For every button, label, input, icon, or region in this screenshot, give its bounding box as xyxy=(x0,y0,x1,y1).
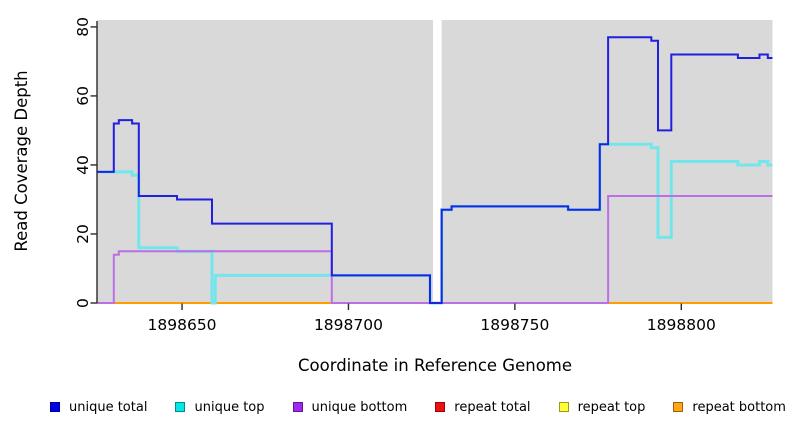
y-tick-label: 80 xyxy=(74,17,92,37)
legend-label: unique total xyxy=(69,399,148,415)
legend-label: unique bottom xyxy=(311,399,408,415)
y-axis-title: Read Coverage Depth xyxy=(12,70,31,251)
legend-swatch-icon xyxy=(175,402,186,412)
legend-swatch-icon xyxy=(673,402,684,412)
legend-label: repeat total xyxy=(454,399,531,415)
x-tick-label: 1898800 xyxy=(647,316,716,334)
legend: unique total unique top unique bottom repea… xyxy=(50,396,786,418)
legend-swatch-icon xyxy=(292,402,303,412)
legend-item-repeat-bottom: repeat bottom xyxy=(673,400,786,415)
series-lines xyxy=(97,36,773,305)
legend-item-unique-bottom: unique bottom xyxy=(292,399,408,415)
legend-label: repeat bottom xyxy=(692,399,786,415)
legend-item-unique-total: unique total xyxy=(50,400,147,415)
x-tick-label: 1898750 xyxy=(480,316,549,334)
y-tick-label: 20 xyxy=(74,224,92,244)
legend-swatch-icon xyxy=(50,402,60,412)
y-tick-label: 60 xyxy=(74,86,92,106)
legend-label: repeat top xyxy=(577,399,646,415)
coverage-gap-region xyxy=(433,20,442,303)
plot-background xyxy=(97,20,773,303)
legend-swatch-icon xyxy=(558,402,569,412)
legend-item-unique-top: unique top xyxy=(175,399,265,415)
legend-item-repeat-top: repeat top xyxy=(558,399,646,415)
x-tick-label: 1898650 xyxy=(148,316,217,334)
y-tick-label: 0 xyxy=(74,298,92,308)
legend-label: unique top xyxy=(194,399,265,415)
line-unique-total xyxy=(97,36,773,304)
legend-swatch-icon xyxy=(435,402,446,412)
y-tick-label: 40 xyxy=(74,155,92,175)
legend-item-repeat-total: repeat total xyxy=(435,399,531,415)
axes: 0 20 40 60 80 1898650 1898700 1898750 1898800 xyxy=(74,17,716,334)
x-tick-label: 1898700 xyxy=(314,316,383,334)
x-axis-title: Coordinate in Reference Genome xyxy=(298,356,572,375)
line-unique-bottom xyxy=(97,195,773,304)
